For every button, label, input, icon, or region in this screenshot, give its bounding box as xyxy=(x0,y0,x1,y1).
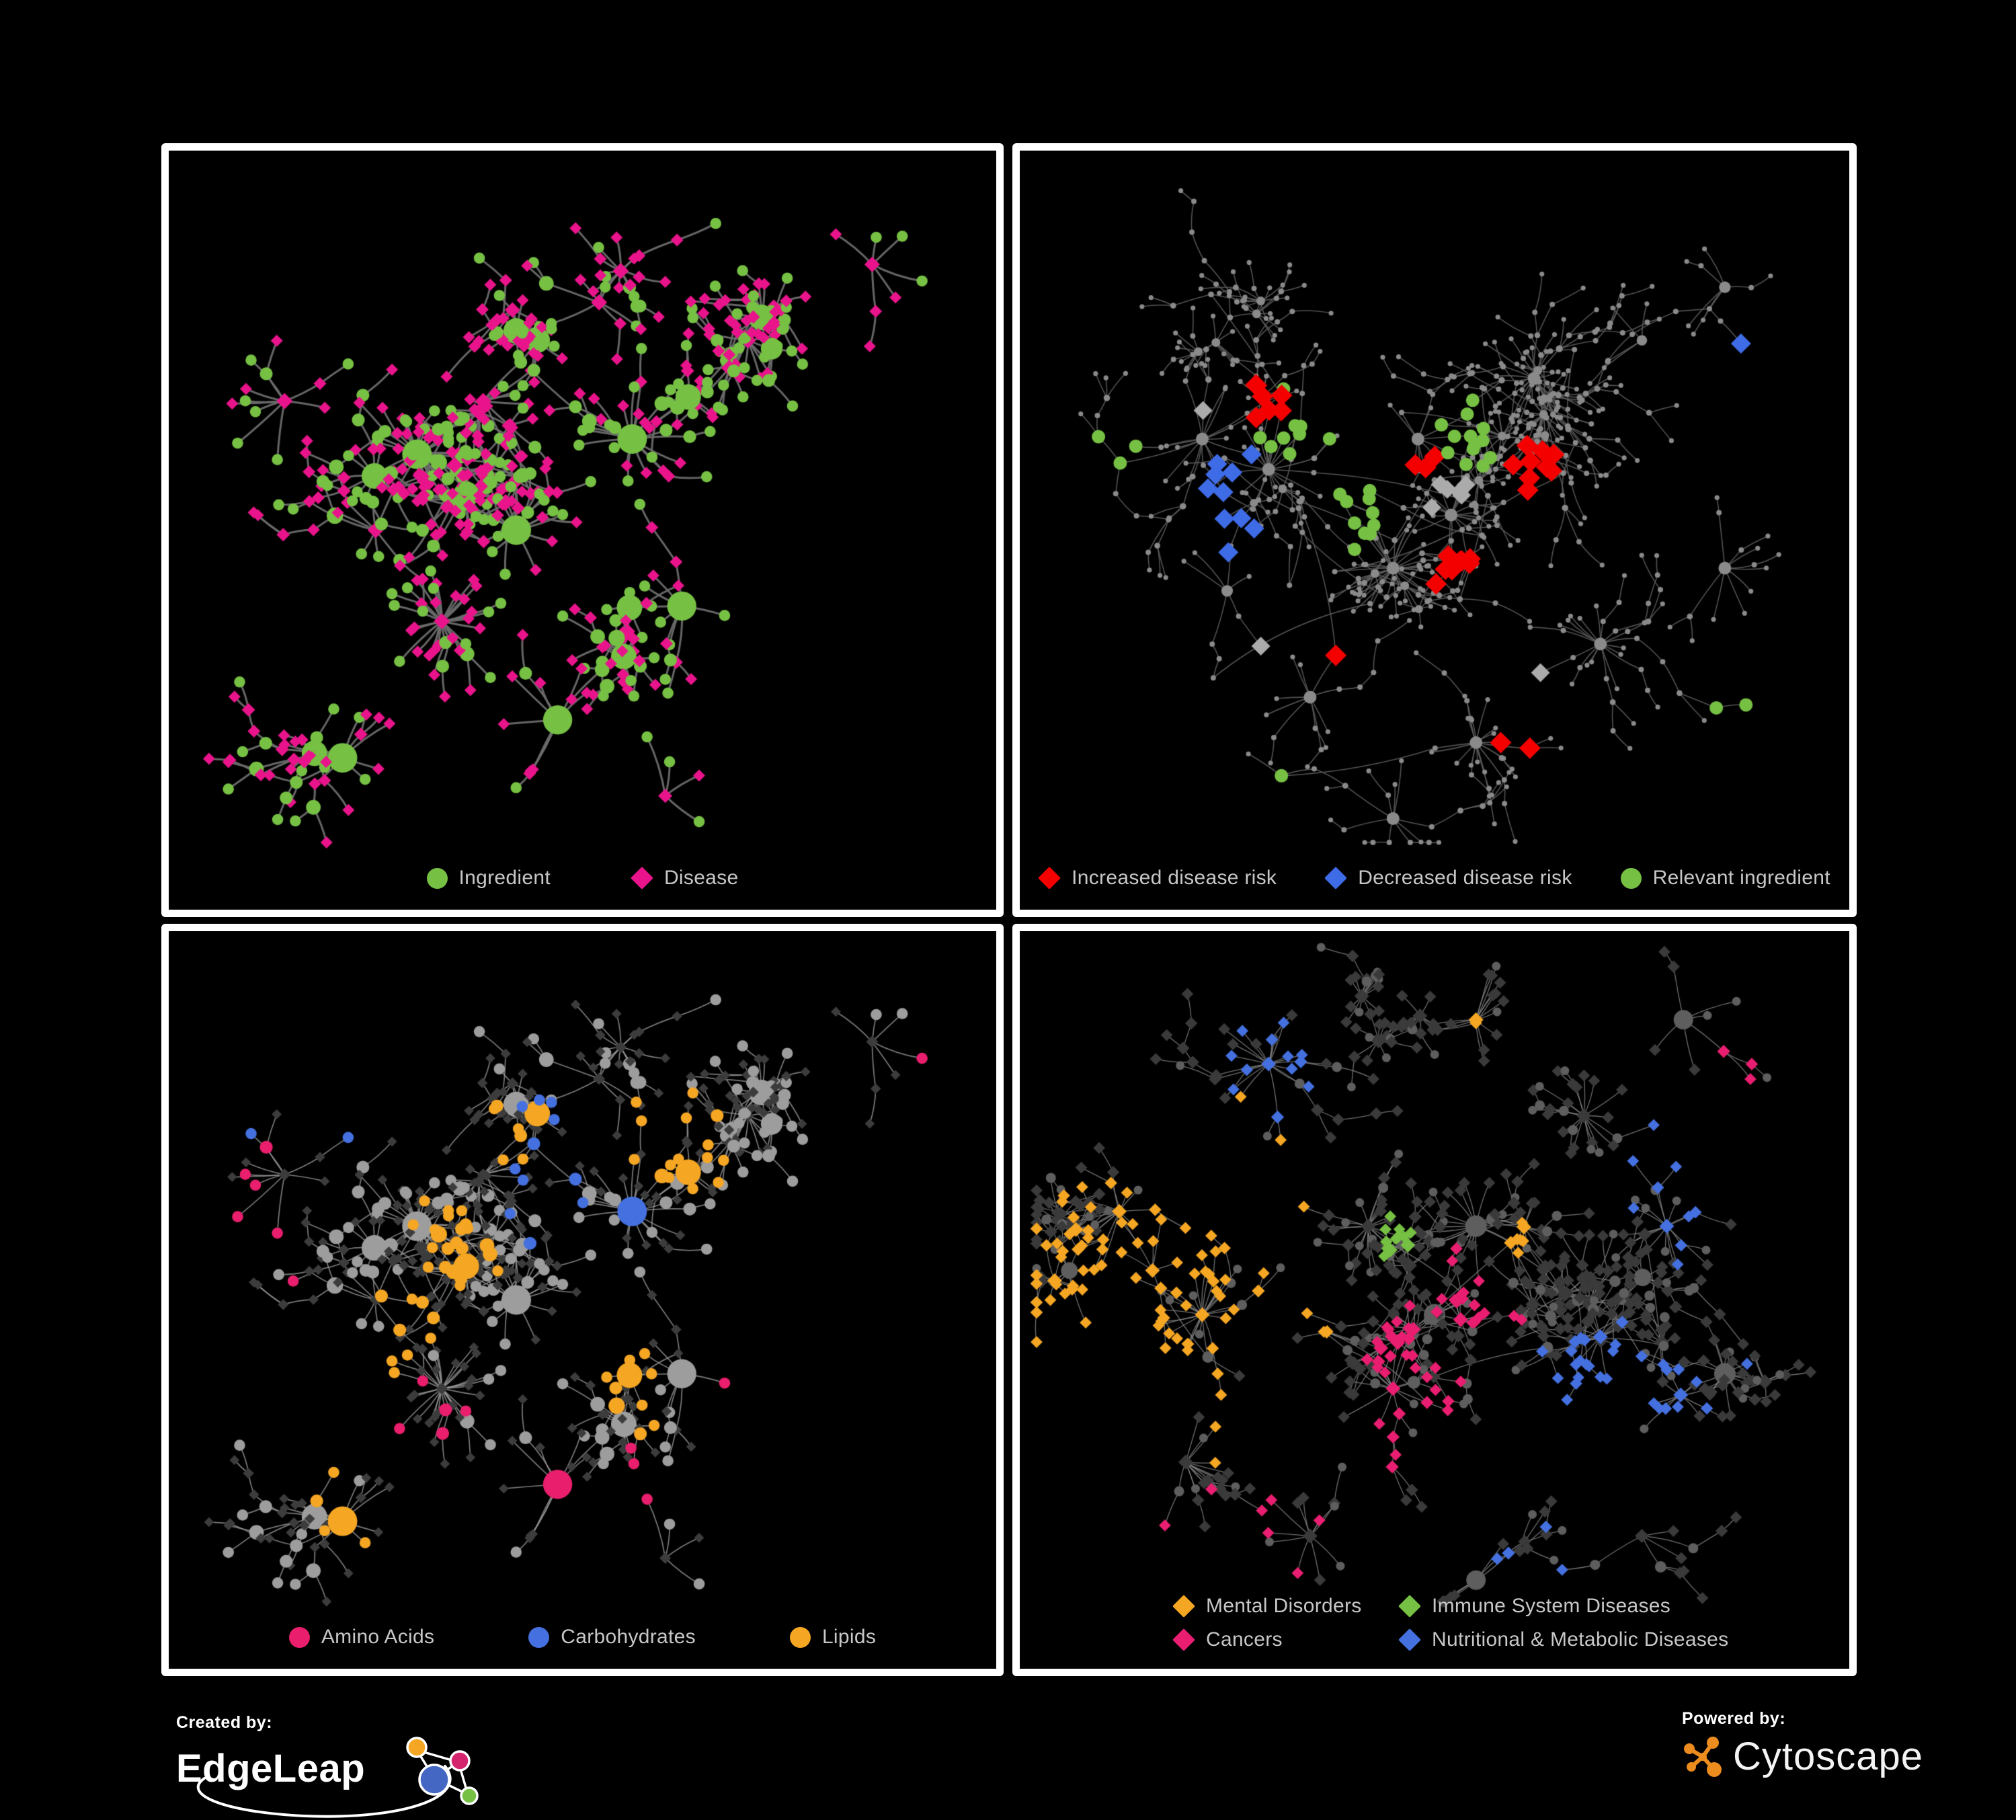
legend-item-carbohydrates: Carbohydrates xyxy=(528,1626,696,1649)
edgeleap-wordmark: EdgeLeap xyxy=(176,1747,366,1790)
legend-label: Amino Acids xyxy=(321,1626,435,1648)
legend-marker-diamond-icon xyxy=(1398,1595,1421,1618)
legend-label: Carbohydrates xyxy=(561,1626,696,1648)
legend-item-immune-system-diseases: Immune System Diseases xyxy=(1398,1595,1728,1618)
cytoscape-logo-icon xyxy=(1684,1736,1722,1777)
legend-disease-categories: Mental Disorders Immune System Diseases Ca… xyxy=(1172,1595,1729,1651)
legend-marker-circle-icon xyxy=(288,1626,310,1648)
legend-marker-diamond-icon xyxy=(1172,1628,1195,1651)
legend-item-mental-disorders: Mental Disorders xyxy=(1172,1595,1399,1618)
legend-item-decreased-disease-risk: Decreased disease risk xyxy=(1324,867,1572,889)
network-canvas-compound-classes xyxy=(169,931,996,1669)
legend-marker-circle-icon xyxy=(789,1626,811,1648)
edgeleap-logo-glyph-icon xyxy=(196,1737,479,1818)
legend-item-disease: Disease xyxy=(630,867,739,889)
edgeleap-branding: Created by: EdgeLeap xyxy=(176,1713,512,1818)
legend-label: Relevant ingredient xyxy=(1652,867,1830,889)
legend-marker-diamond-icon xyxy=(630,867,653,889)
legend-item-ingredient: Ingredient xyxy=(426,867,551,889)
legend-marker-diamond-icon xyxy=(1172,1595,1195,1618)
legend-label: Lipids xyxy=(821,1626,877,1648)
cytoscape-wordmark: Cytoscape xyxy=(1733,1735,1924,1778)
legend-item-cancers: Cancers xyxy=(1172,1628,1399,1651)
legend-marker-circle-icon xyxy=(1620,867,1642,889)
panel-ingredient-disease: Ingredient Disease xyxy=(161,143,1004,917)
legend-label: Ingredient xyxy=(458,867,551,889)
edgeleap-logo: EdgeLeap xyxy=(176,1733,512,1818)
legend-label: Mental Disorders xyxy=(1206,1595,1362,1617)
legend-label: Nutritional & Metabolic Diseases xyxy=(1432,1628,1729,1651)
network-canvas-ingredient-disease xyxy=(169,151,996,910)
legend-disease-risk: Increased disease risk Decreased disease … xyxy=(1020,867,1849,889)
legend-item-amino-acids: Amino Acids xyxy=(288,1626,435,1649)
panel-disease-categories: Mental Disorders Immune System Diseases Ca… xyxy=(1012,924,1857,1676)
panel-disease-risk: Increased disease risk Decreased disease … xyxy=(1012,143,1857,917)
legend-item-increased-disease-risk: Increased disease risk xyxy=(1038,867,1277,889)
network-canvas-disease-categories xyxy=(1020,931,1849,1669)
legend-item-nutritional-metabolic-diseases: Nutritional & Metabolic Diseases xyxy=(1398,1628,1729,1651)
cytoscape-branding: Powered by: Cytoscape xyxy=(1682,1709,1923,1779)
legend-item-lipids: Lipids xyxy=(789,1626,877,1649)
legend-ingredient-disease: Ingredient Disease xyxy=(169,867,996,889)
legend-label: Cancers xyxy=(1206,1628,1283,1651)
legend-label: Increased disease risk xyxy=(1072,867,1277,889)
legend-label: Decreased disease risk xyxy=(1358,867,1572,889)
legend-label: Disease xyxy=(663,867,739,889)
legend-marker-diamond-icon xyxy=(1324,867,1348,889)
network-canvas-disease-risk xyxy=(1020,151,1849,910)
legend-compound-classes: Amino Acids Carbohydrates Lipids xyxy=(169,1626,996,1649)
legend-item-relevant-ingredient: Relevant ingredient xyxy=(1620,867,1830,889)
legend-marker-diamond-icon xyxy=(1398,1628,1421,1651)
powered-by-label: Powered by: xyxy=(1682,1709,1786,1728)
legend-marker-diamond-icon xyxy=(1038,867,1061,889)
legend-marker-circle-icon xyxy=(426,867,448,889)
legend-marker-circle-icon xyxy=(528,1626,550,1648)
created-by-label: Created by: xyxy=(176,1713,273,1732)
panel-compound-classes: Amino Acids Carbohydrates Lipids xyxy=(161,924,1004,1676)
legend-label: Immune System Diseases xyxy=(1432,1595,1671,1617)
